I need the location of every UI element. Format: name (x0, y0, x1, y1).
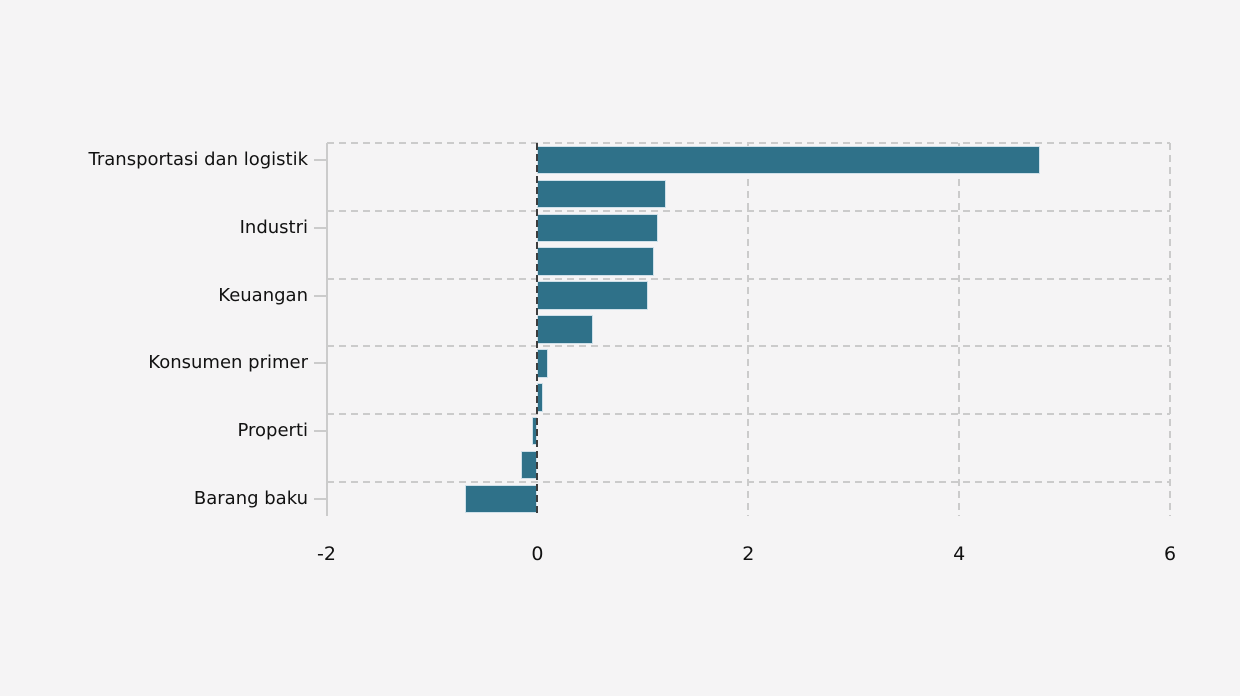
grid-line-vertical (1169, 143, 1171, 516)
y-axis-tick-mark (313, 430, 327, 433)
bar (537, 213, 658, 243)
category-label: Keuangan (218, 284, 308, 306)
y-axis-spine (325, 143, 328, 516)
grid-line-vertical (958, 143, 961, 516)
y-axis-tick-mark (313, 362, 327, 365)
category-label: Barang baku (193, 488, 308, 510)
bar (537, 315, 594, 344)
category-label: Industri (239, 216, 308, 238)
bar (537, 179, 666, 209)
category-label: Transportasi dan logistik (88, 148, 308, 170)
y-axis-tick-mark (313, 498, 327, 501)
bar (464, 484, 538, 514)
category-label: Konsumen primer (148, 352, 308, 374)
zero-reference-line (536, 143, 539, 516)
y-axis-tick-mark (313, 226, 327, 229)
bar (537, 349, 548, 378)
bar (537, 145, 1041, 175)
bar (520, 450, 538, 480)
bar (537, 281, 649, 310)
x-axis-tick-label: 2 (742, 543, 755, 565)
grid-line-vertical (747, 143, 750, 516)
y-axis-tick-mark (313, 294, 327, 297)
bar (537, 247, 655, 276)
x-axis-tick-label: 4 (953, 543, 966, 565)
category-label: Properti (237, 420, 308, 442)
y-axis-tick-mark (313, 158, 327, 161)
x-axis-tick-label: -2 (317, 543, 336, 565)
x-axis-tick-label: 0 (531, 543, 544, 565)
x-axis-tick-label: 6 (1163, 543, 1177, 565)
